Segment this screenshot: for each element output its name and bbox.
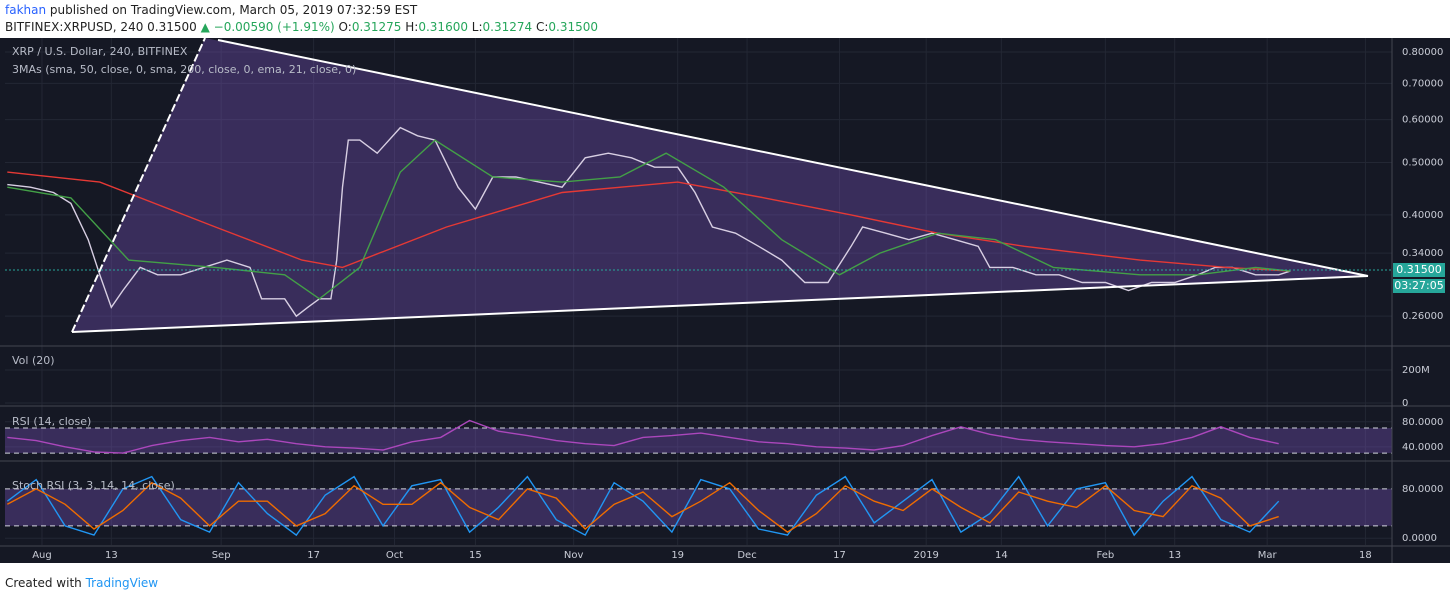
y-tick-label: 80.0000 — [1402, 417, 1443, 428]
pane-title: XRP / U.S. Dollar, 240, BITFINEX — [12, 45, 188, 58]
y-tick-label: 80.0000 — [1402, 484, 1443, 495]
chart-background — [0, 38, 1450, 563]
y-tick-label: 0.0000 — [1402, 533, 1437, 544]
ohlc-key: C: — [536, 20, 548, 34]
x-tick-label: 17 — [307, 550, 320, 561]
series-line — [7, 171, 1291, 272]
header-line: BITFINEX:XRPUSD, 240 0.31500 ▲ −0.00590 … — [5, 20, 598, 34]
x-tick-label: 15 — [469, 550, 482, 561]
x-tick-label: Oct — [386, 550, 403, 561]
y-tick-label: 0.34000 — [1402, 248, 1443, 259]
x-tick-label: 19 — [671, 550, 684, 561]
y-tick-label: 0 — [1402, 398, 1408, 409]
pane-title: Stoch RSI (3, 3, 14, 14, close) — [12, 479, 175, 492]
y-tick-label: 0.26000 — [1402, 311, 1443, 322]
y-tick-label: 0.60000 — [1402, 115, 1443, 126]
x-tick-label: Nov — [564, 550, 584, 561]
triangle-edge — [217, 39, 1369, 277]
created-with: Created with — [5, 576, 82, 590]
ohlc-key: H: — [405, 20, 418, 34]
x-tick-label: 18 — [1359, 550, 1372, 561]
series-line — [6, 481, 1279, 533]
x-tick-label: 13 — [105, 550, 118, 561]
y-tick-label: 40.0000 — [1402, 442, 1443, 453]
x-tick-label: Feb — [1096, 550, 1114, 561]
y-tick-label: 0.80000 — [1402, 47, 1443, 58]
y-tick-label: 0.70000 — [1402, 78, 1443, 89]
triangle-edge — [71, 37, 206, 333]
x-tick-label: 2019 — [913, 550, 938, 561]
ohlc-value: 0.31275 — [352, 20, 402, 34]
footer: Created with TradingView — [5, 576, 158, 590]
band — [5, 488, 1392, 526]
series-line — [7, 419, 1279, 454]
brand: TradingView — [85, 576, 159, 590]
band — [5, 428, 1392, 454]
x-tick-label: Sep — [212, 550, 231, 561]
series-line — [6, 475, 1280, 537]
ohlc-key: L: — [472, 20, 483, 34]
y-tick-label: 0.50000 — [1402, 157, 1443, 168]
header-line: fakhan published on TradingView.com, Mar… — [5, 3, 418, 17]
price: 0.31500 — [147, 20, 197, 34]
ohlc-value: 0.31600 — [418, 20, 468, 34]
ohlc-value: 0.31500 — [548, 20, 598, 34]
countdown-box — [1393, 279, 1445, 293]
plots — [5, 126, 1392, 537]
symbol: BITFINEX:XRPUSD, 240 — [5, 20, 143, 34]
triangle-edge — [71, 275, 1369, 333]
pane-title: Vol (20) — [12, 354, 55, 367]
pane-separators — [0, 38, 1450, 563]
ohlc-value: 0.31274 — [483, 20, 533, 34]
y-tick-label: 200M — [1402, 365, 1430, 376]
x-tick-label: Aug — [32, 550, 52, 561]
x-tick-label: 14 — [995, 550, 1008, 561]
x-tick-label: 13 — [1168, 550, 1181, 561]
x-tick-label: 17 — [833, 550, 846, 561]
ohlc-key: O: — [339, 20, 352, 34]
published: published on TradingView.com, March 05, … — [46, 3, 418, 17]
author: fakhan — [5, 3, 46, 17]
pane-title: RSI (14, close) — [12, 415, 91, 428]
x-tick-label: Mar — [1258, 550, 1278, 561]
series-line — [7, 139, 1291, 300]
pane-subtitle: 3MAs (sma, 50, close, 0, sma, 200, close… — [12, 63, 356, 76]
x-tick-label: Dec — [737, 550, 756, 561]
price-label: 0.31500 — [1396, 263, 1442, 276]
change: ▲ −0.00590 (+1.91%) — [201, 20, 335, 34]
y-tick-label: 0.40000 — [1402, 210, 1443, 221]
price-label-box — [1393, 263, 1445, 277]
countdown: 03:27:05 — [1394, 279, 1443, 292]
